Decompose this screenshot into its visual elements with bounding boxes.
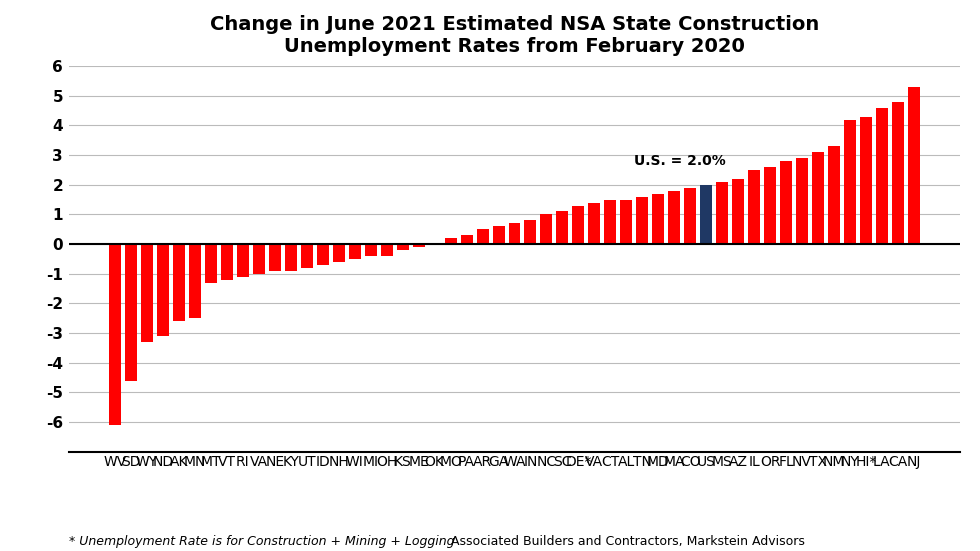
Bar	[285, 244, 297, 271]
Bar	[588, 203, 601, 244]
Bar	[125, 244, 137, 381]
Text: Associated Builders and Contractors, Markstein Advisors: Associated Builders and Contractors, Mar…	[451, 535, 805, 548]
Bar	[764, 167, 776, 244]
Bar	[189, 244, 201, 318]
Bar	[524, 220, 536, 244]
Bar	[237, 244, 249, 277]
Bar	[844, 120, 856, 244]
Bar	[493, 226, 505, 244]
Text: * Unemployment Rate is for Construction + Mining + Logging: * Unemployment Rate is for Construction …	[69, 535, 454, 548]
Bar	[269, 244, 281, 271]
Bar	[173, 244, 185, 321]
Bar	[780, 161, 792, 244]
Bar	[461, 235, 472, 244]
Bar	[109, 244, 122, 425]
Bar	[636, 197, 649, 244]
Bar	[157, 244, 169, 336]
Bar	[413, 244, 424, 247]
Bar	[397, 244, 409, 250]
Bar	[668, 191, 680, 244]
Bar	[620, 199, 632, 244]
Bar	[333, 244, 345, 262]
Bar	[876, 107, 888, 244]
Bar	[141, 244, 153, 342]
Bar	[301, 244, 313, 268]
Bar	[892, 102, 904, 244]
Bar	[509, 223, 520, 244]
Bar	[349, 244, 361, 259]
Bar	[700, 185, 712, 244]
Bar	[572, 206, 584, 244]
Bar	[796, 158, 808, 244]
Bar	[732, 179, 744, 244]
Bar	[476, 229, 489, 244]
Bar	[380, 244, 393, 256]
Bar	[812, 152, 824, 244]
Bar	[684, 188, 696, 244]
Bar	[317, 244, 329, 265]
Bar	[716, 182, 728, 244]
Bar	[220, 244, 233, 280]
Bar	[748, 170, 760, 244]
Bar	[860, 117, 872, 244]
Bar	[828, 146, 840, 244]
Bar	[365, 244, 376, 256]
Title: Change in June 2021 Estimated NSA State Construction
Unemployment Rates from Feb: Change in June 2021 Estimated NSA State …	[210, 15, 819, 56]
Bar	[605, 199, 616, 244]
Bar	[907, 87, 920, 244]
Bar	[557, 212, 568, 244]
Bar	[540, 214, 553, 244]
Bar	[445, 238, 457, 244]
Bar	[253, 244, 265, 274]
Bar	[205, 244, 217, 283]
Bar	[653, 194, 664, 244]
Text: U.S. = 2.0%: U.S. = 2.0%	[634, 154, 726, 169]
